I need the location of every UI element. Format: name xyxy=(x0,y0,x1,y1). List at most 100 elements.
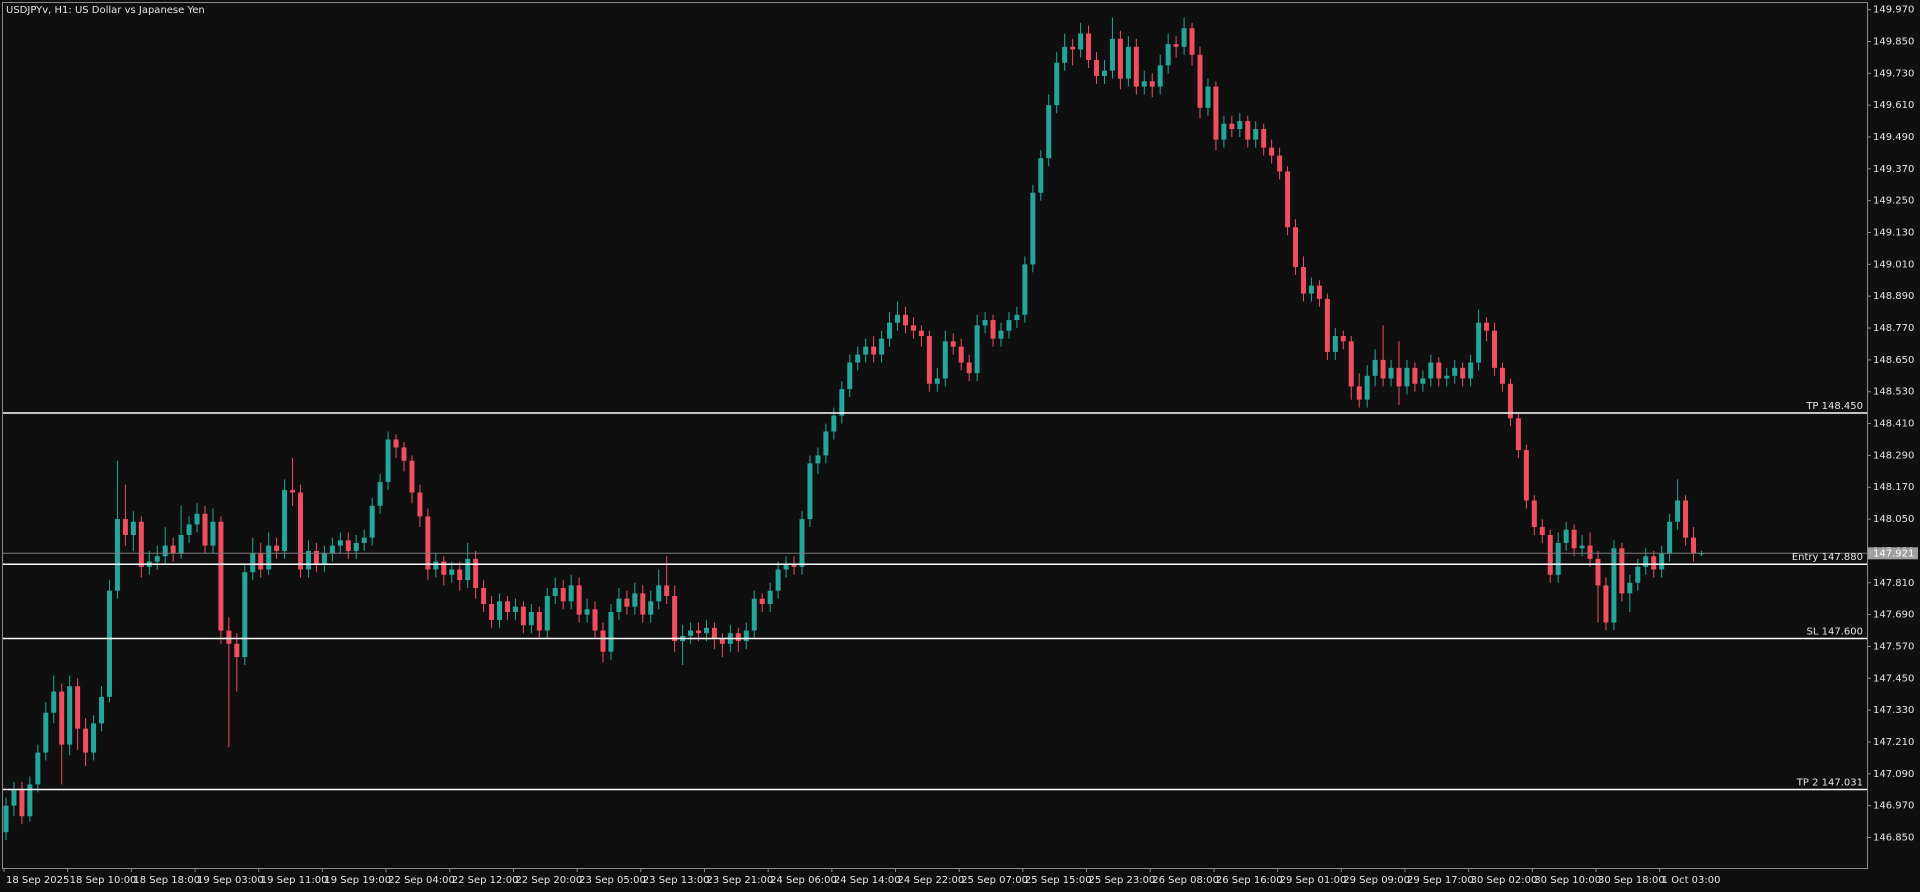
candle-body xyxy=(1651,556,1657,570)
x-tick-label: 25 Sep 07:00 xyxy=(961,875,1028,886)
y-tick-label: 149.490 xyxy=(1873,132,1914,143)
candle-body xyxy=(1659,553,1665,570)
candle-body xyxy=(274,545,280,551)
candle-body xyxy=(337,540,343,546)
candle-body xyxy=(592,609,598,631)
candle-body xyxy=(1133,46,1139,87)
candle-body xyxy=(1070,46,1076,50)
y-tick-label: 149.850 xyxy=(1873,36,1914,47)
candle-body xyxy=(1006,320,1012,331)
candle-body xyxy=(313,550,319,565)
chart-title: USDJPYv, H1: US Dollar vs Japanese Yen xyxy=(6,5,205,16)
plot-frame xyxy=(2,2,1868,869)
candle-body xyxy=(1229,123,1235,130)
candle-body xyxy=(791,564,797,567)
x-tick-label: 29 Sep 09:00 xyxy=(1343,875,1410,886)
candle-body xyxy=(75,686,81,729)
candle-body xyxy=(1611,548,1617,623)
candle-body xyxy=(1038,158,1044,193)
y-tick-label: 147.090 xyxy=(1873,769,1914,780)
candle-body xyxy=(59,691,65,745)
candle-body xyxy=(473,558,479,589)
candle-body xyxy=(1603,585,1609,623)
candle-body xyxy=(1109,38,1115,71)
candle-body xyxy=(1086,33,1092,61)
candle-body xyxy=(910,325,916,331)
x-tick-label: 18 Sep 2025 xyxy=(6,875,69,886)
candle-body xyxy=(329,545,335,554)
candle-body xyxy=(489,603,495,620)
candle-body xyxy=(847,362,853,390)
candle-body xyxy=(632,593,638,607)
candle-body xyxy=(504,601,510,612)
y-tick-label: 149.250 xyxy=(1873,196,1914,207)
candle-body xyxy=(998,330,1004,339)
x-tick-label: 23 Sep 13:00 xyxy=(643,875,710,886)
candle-body xyxy=(1141,81,1147,87)
candle-body xyxy=(1062,46,1068,63)
x-tick-label: 24 Sep 22:00 xyxy=(898,875,965,886)
candle-body xyxy=(1507,383,1513,419)
candle-body xyxy=(1468,362,1474,379)
x-tick-label: 19 Sep 03:00 xyxy=(197,875,264,886)
x-tick-label: 25 Sep 15:00 xyxy=(1025,875,1092,886)
candle-body xyxy=(1197,54,1203,108)
candle-body xyxy=(1221,123,1227,140)
candle-body xyxy=(226,630,232,644)
candle-body xyxy=(775,569,781,591)
candle-body xyxy=(433,561,439,570)
x-tick-label: 30 Sep 02:00 xyxy=(1471,875,1538,886)
candle-body xyxy=(154,556,160,562)
candle-body xyxy=(282,489,288,551)
candle-body xyxy=(648,601,654,615)
candle-body xyxy=(1444,375,1450,379)
candle-body xyxy=(934,378,940,384)
candle-body xyxy=(1348,341,1354,387)
candle-body xyxy=(1189,28,1195,55)
candle-body xyxy=(1523,450,1529,501)
candle-body xyxy=(1022,264,1028,315)
candle-body xyxy=(1428,362,1434,379)
y-tick-label: 147.690 xyxy=(1873,610,1914,621)
candle-body xyxy=(1484,322,1490,331)
candle-body xyxy=(1547,535,1553,575)
candle-body xyxy=(361,537,367,543)
y-tick-label: 146.850 xyxy=(1873,832,1914,843)
current-price-label: 147.921 xyxy=(1873,548,1914,559)
y-tick-label: 148.410 xyxy=(1873,419,1914,430)
candle-body xyxy=(425,516,431,570)
x-tick-label: 22 Sep 20:00 xyxy=(515,875,582,886)
candle-body xyxy=(83,728,89,753)
x-tick-label: 18 Sep 18:00 xyxy=(133,875,200,886)
candle-body xyxy=(1571,529,1577,549)
candle-body xyxy=(544,596,550,631)
candle-body xyxy=(1269,147,1275,156)
candle-body xyxy=(481,588,487,604)
candle-body xyxy=(783,564,789,570)
candle-body xyxy=(918,330,924,336)
candle-body xyxy=(751,598,757,631)
candle-body xyxy=(831,415,837,432)
candle-body xyxy=(114,519,120,591)
x-tick-label: 19 Sep 11:00 xyxy=(261,875,328,886)
candle-body xyxy=(11,789,17,806)
candle-body xyxy=(719,638,725,644)
candle-body xyxy=(1364,375,1370,400)
candle-body xyxy=(1683,500,1689,538)
candle-body xyxy=(1619,548,1625,594)
candle-body xyxy=(703,627,709,634)
x-tick-label: 18 Sep 10:00 xyxy=(70,875,137,886)
candle-body xyxy=(926,335,932,384)
candle-body xyxy=(417,492,423,517)
candle-body xyxy=(3,805,9,833)
y-tick-label: 147.570 xyxy=(1873,641,1914,652)
candle-body xyxy=(584,609,590,615)
candle-body xyxy=(1627,582,1633,594)
candle-body xyxy=(1014,314,1020,321)
candle-body xyxy=(1492,330,1498,368)
y-tick-label: 148.890 xyxy=(1873,291,1914,302)
x-tick-label: 1 Oct 03:00 xyxy=(1662,875,1721,886)
y-tick-label: 149.610 xyxy=(1873,100,1914,111)
candle-body xyxy=(1181,28,1187,47)
